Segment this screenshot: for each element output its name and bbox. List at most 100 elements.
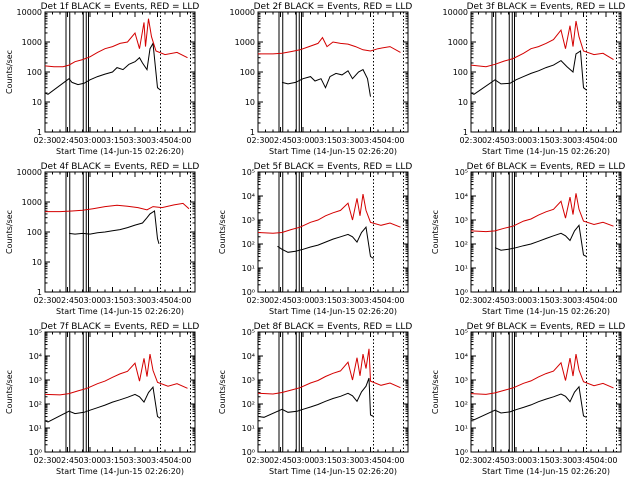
y-tick-label: 10⁵ <box>242 328 255 337</box>
plot-frame <box>470 11 622 133</box>
x-tick-label: 04:00 <box>381 456 404 465</box>
x-tick-label: 03:00 <box>504 296 527 305</box>
y-tick-label: 10⁴ <box>455 192 468 201</box>
y-tick-label: 10000 <box>443 8 468 17</box>
series-line-lld <box>471 20 614 68</box>
y-tick-label: 1000 <box>22 38 42 47</box>
y-tick-label: 100 <box>453 68 468 77</box>
chart-panel-2: Det 2f BLACK = Events, RED = LLD 1 10 100 10… <box>230 2 413 156</box>
x-tick-label: 03:15 <box>314 456 337 465</box>
y-tick-label: 10⁰ <box>242 288 255 297</box>
y-tick-label: 10000 <box>17 168 42 177</box>
x-tick-label: 04:00 <box>168 296 191 305</box>
x-tick-label: 03:30 <box>336 296 359 305</box>
plot-frame <box>470 171 622 293</box>
x-tick-label: 03:45 <box>572 296 595 305</box>
x-tick-label: 03:00 <box>504 136 527 145</box>
x-tick-label: 04:00 <box>594 456 617 465</box>
x-tick-label: 04:00 <box>381 296 404 305</box>
series-line-lld <box>471 193 614 233</box>
x-tick-label: 04:00 <box>168 456 191 465</box>
y-tick-label: 10⁴ <box>29 352 42 361</box>
x-tick-label: 02:45 <box>269 136 292 145</box>
chart-panel-6: Det 6f BLACK = Events, RED = LLD 10⁰ 10¹ 10… <box>431 162 625 316</box>
y-tick-label: 10³ <box>29 376 42 385</box>
series-line-lld <box>45 202 190 213</box>
x-tick-label: 02:30 <box>246 456 269 465</box>
x-tick-label: 02:45 <box>56 296 79 305</box>
x-tick-label: 02:30 <box>33 136 56 145</box>
y-tick-label: 10⁵ <box>29 328 42 337</box>
y-tick-label: 10⁵ <box>455 168 468 177</box>
plot-area <box>258 332 404 452</box>
x-tick-label: 03:45 <box>359 296 382 305</box>
plot-area <box>258 172 404 292</box>
x-axis-label: Start Time (14-Jun-15 02:26:20) <box>482 467 610 476</box>
x-axis-label: Start Time (14-Jun-15 02:26:20) <box>482 147 610 156</box>
chart-title: Det 1f BLACK = Events, RED = LLD <box>41 2 200 12</box>
y-tick-label: 10 <box>458 98 468 107</box>
x-tick-label: 02:30 <box>459 456 482 465</box>
x-tick-label: 03:15 <box>101 456 124 465</box>
x-tick-label: 04:00 <box>594 136 617 145</box>
x-tick-label: 02:45 <box>482 136 505 145</box>
plot-frame <box>44 11 196 133</box>
plot-area <box>471 172 617 292</box>
x-tick-label: 02:30 <box>33 456 56 465</box>
series-line-events <box>45 41 161 95</box>
y-tick-label: 10² <box>29 400 42 409</box>
series-line-events <box>471 385 587 421</box>
y-tick-label: 10000 <box>230 8 255 17</box>
x-tick-label: 03:45 <box>146 296 169 305</box>
series-line-lld <box>471 354 614 395</box>
x-axis-label: Start Time (14-Jun-15 02:26:20) <box>269 307 397 316</box>
x-tick-label: 03:15 <box>101 136 124 145</box>
x-tick-label: 02:30 <box>459 136 482 145</box>
chart-title: Det 2f BLACK = Events, RED = LLD <box>254 2 413 12</box>
chart-title: Det 5f BLACK = Events, RED = LLD <box>254 162 413 172</box>
x-tick-label: 02:45 <box>269 296 292 305</box>
y-tick-label: 10⁵ <box>455 328 468 337</box>
plot-area <box>45 12 191 132</box>
x-tick-label: 03:00 <box>291 456 314 465</box>
y-tick-label: 10² <box>242 240 255 249</box>
x-tick-label: 04:00 <box>168 136 191 145</box>
y-tick-label: 10³ <box>242 216 255 225</box>
y-tick-label: 10¹ <box>242 264 255 273</box>
y-axis-label: Counts/sec <box>431 210 440 254</box>
plot-frame <box>257 11 409 133</box>
plot-frame <box>257 331 409 453</box>
x-tick-label: 03:30 <box>549 136 572 145</box>
x-tick-label: 03:30 <box>549 456 572 465</box>
series-line-events <box>45 386 161 423</box>
series-line-lld <box>45 18 188 68</box>
y-tick-label: 10¹ <box>29 424 42 433</box>
y-tick-label: 1 <box>37 288 42 297</box>
x-tick-label: 03:45 <box>572 136 595 145</box>
chart-title: Det 8f BLACK = Events, RED = LLD <box>254 322 413 332</box>
plot-frame <box>470 331 622 453</box>
plot-area <box>471 12 617 132</box>
y-tick-label: 10 <box>32 258 42 267</box>
x-tick-label: 03:45 <box>572 456 595 465</box>
chart-title: Det 7f BLACK = Events, RED = LLD <box>41 322 200 332</box>
y-tick-label: 10⁵ <box>242 168 255 177</box>
x-tick-label: 03:00 <box>291 136 314 145</box>
y-tick-label: 1000 <box>448 38 468 47</box>
x-tick-label: 03:15 <box>527 296 550 305</box>
x-tick-label: 04:00 <box>381 136 404 145</box>
y-tick-label: 10¹ <box>242 424 255 433</box>
series-line-events <box>281 68 371 97</box>
plot-frame <box>257 171 409 293</box>
plot-area <box>471 332 617 452</box>
y-tick-label: 1000 <box>235 38 255 47</box>
y-tick-label: 1 <box>250 128 255 137</box>
chart-panel-9: Det 9f BLACK = Events, RED = LLD 10⁰ 10¹ 10… <box>431 322 625 476</box>
x-axis-label: Start Time (14-Jun-15 02:26:20) <box>56 147 184 156</box>
series-line-lld <box>258 36 401 55</box>
y-tick-label: 10⁰ <box>455 448 468 457</box>
x-tick-label: 02:45 <box>56 456 79 465</box>
series-line-events <box>68 210 160 245</box>
plot-area <box>45 332 191 452</box>
